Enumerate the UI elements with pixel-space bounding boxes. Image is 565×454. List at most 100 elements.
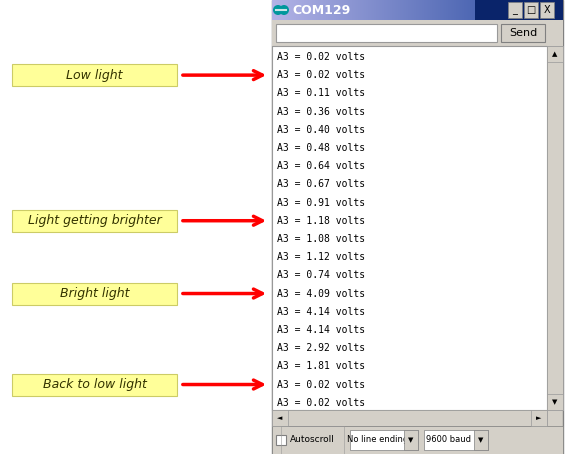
Bar (453, 0, 454, 20)
Bar (375, 0, 376, 20)
Bar (455, 0, 456, 20)
Bar (367, 0, 368, 20)
Bar (470, 0, 471, 20)
Bar (369, 0, 370, 20)
Bar (447, 0, 448, 20)
Circle shape (273, 5, 283, 15)
Bar (385, 0, 386, 20)
Bar (370, 0, 371, 20)
Text: A3 = 0.02 volts: A3 = 0.02 volts (277, 380, 365, 390)
Bar (338, 0, 339, 20)
Text: Low light: Low light (66, 69, 123, 82)
Bar (401, 0, 402, 20)
Bar (276, 24, 497, 42)
Text: A3 = 4.09 volts: A3 = 4.09 volts (277, 289, 365, 299)
Bar (394, 0, 395, 20)
Bar (315, 0, 316, 20)
Bar (325, 0, 326, 20)
Bar (318, 0, 319, 20)
Bar (277, 0, 278, 20)
Bar (365, 0, 366, 20)
Bar (316, 0, 317, 20)
Bar (286, 0, 287, 20)
Bar (323, 0, 324, 20)
Bar (352, 0, 353, 20)
Bar (458, 0, 459, 20)
Bar (362, 0, 363, 20)
Bar (405, 0, 406, 20)
Bar (328, 0, 329, 20)
Bar (438, 0, 439, 20)
Bar (473, 0, 474, 20)
Bar (357, 0, 358, 20)
Bar (12, 64, 177, 86)
Bar (395, 0, 396, 20)
Bar (403, 0, 404, 20)
Bar (443, 0, 444, 20)
Bar (300, 0, 301, 20)
Bar (436, 0, 437, 20)
Text: ▼: ▼ (553, 399, 558, 405)
Bar (540, 2, 554, 18)
Bar (312, 0, 313, 20)
Bar (366, 0, 367, 20)
Text: ►: ► (536, 415, 542, 421)
Bar (285, 0, 286, 20)
Bar (432, 0, 433, 20)
Bar (423, 0, 424, 20)
Bar (467, 0, 468, 20)
Bar (406, 0, 407, 20)
Bar (415, 0, 416, 20)
Bar (12, 374, 177, 395)
Text: A3 = 1.18 volts: A3 = 1.18 volts (277, 216, 365, 226)
Bar (287, 0, 288, 20)
Bar (346, 0, 347, 20)
Bar (283, 0, 284, 20)
Bar (341, 0, 342, 20)
Bar (272, 410, 547, 426)
Bar (418, 0, 419, 20)
Bar (331, 0, 332, 20)
Bar (452, 0, 453, 20)
Bar (454, 0, 455, 20)
Bar (320, 0, 321, 20)
Bar (306, 0, 307, 20)
Bar (400, 0, 401, 20)
Bar (457, 0, 458, 20)
Bar (293, 0, 294, 20)
Bar (463, 0, 464, 20)
Bar (276, 435, 286, 445)
Bar (335, 0, 336, 20)
Bar (348, 0, 349, 20)
Text: 9600 baud: 9600 baud (427, 435, 472, 444)
Bar (303, 0, 304, 20)
Bar (459, 0, 460, 20)
Bar (272, 0, 563, 454)
Bar (428, 0, 429, 20)
Bar (339, 0, 340, 20)
Bar (547, 394, 563, 410)
Text: A3 = 0.67 volts: A3 = 0.67 volts (277, 179, 365, 189)
Bar (437, 0, 438, 20)
Bar (422, 0, 423, 20)
Text: A3 = 0.11 volts: A3 = 0.11 volts (277, 89, 365, 99)
Bar (327, 0, 328, 20)
Bar (307, 0, 308, 20)
Bar (407, 0, 408, 20)
Text: A3 = 0.91 volts: A3 = 0.91 volts (277, 197, 365, 207)
Bar (281, 0, 282, 20)
Bar (442, 0, 443, 20)
Bar (344, 0, 345, 20)
Text: X: X (544, 5, 550, 15)
Bar (359, 0, 360, 20)
Bar (430, 0, 431, 20)
Bar (424, 0, 425, 20)
Bar (416, 0, 417, 20)
Bar (310, 0, 311, 20)
Bar (377, 0, 378, 20)
Bar (272, 0, 273, 20)
Bar (421, 0, 422, 20)
Bar (330, 0, 331, 20)
Bar (398, 0, 399, 20)
Text: Light getting brighter: Light getting brighter (28, 214, 162, 227)
